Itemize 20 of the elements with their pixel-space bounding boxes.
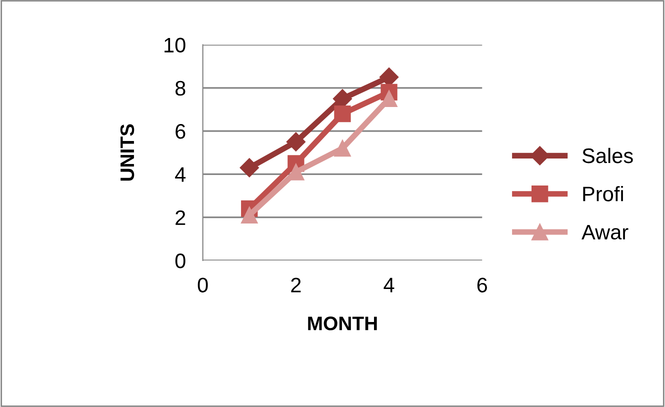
x-tick-label: 0 [198,278,208,292]
point [241,206,258,224]
y-axis-title: UNITS [120,124,134,181]
x-tick-label: 4 [384,278,394,292]
point [334,140,351,157]
point [334,105,351,122]
x-axis-title: MONTH [308,316,377,330]
y-tick-label: 0 [175,253,186,268]
x-tick-label: 2 [291,278,301,292]
legend-label: Awar [582,224,628,240]
y-tick-label: 10 [164,38,186,53]
point [240,158,259,178]
y-tick-label: 2 [176,210,186,225]
legend-label: Sales [582,148,633,164]
point [286,132,306,152]
y-tick-label: 8 [175,80,186,96]
x-tick-label: 6 [477,278,488,292]
legend-label: Profi [583,186,623,202]
y-tick-label: 6 [176,124,186,139]
y-tick-label: 4 [175,167,186,182]
